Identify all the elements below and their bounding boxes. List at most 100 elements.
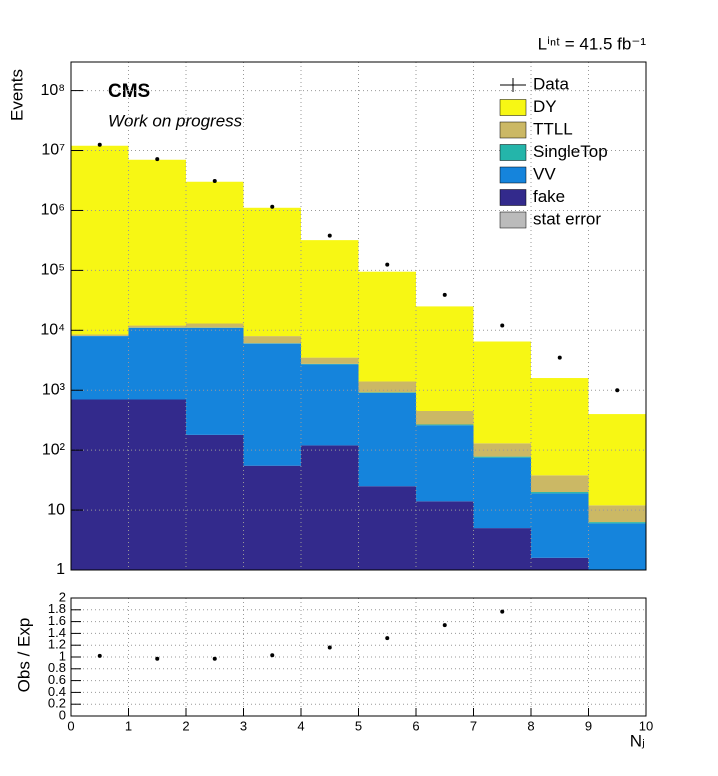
x-tick-label: 5	[355, 718, 362, 733]
bar-segment	[186, 434, 244, 570]
data-point	[500, 323, 505, 328]
bar-segment	[71, 334, 129, 336]
y-tick-label: 1	[56, 561, 65, 578]
bar-segment	[473, 341, 531, 444]
work-label: Work on progress	[108, 111, 243, 130]
x-tick-label: 6	[412, 718, 419, 733]
bar-segment	[416, 425, 474, 502]
legend-label: TTLL	[533, 119, 573, 138]
y-tick-label: 0	[59, 707, 66, 722]
legend-label: VV	[533, 164, 556, 183]
bar-segment	[243, 343, 301, 466]
legend-key	[499, 121, 527, 139]
data-point	[442, 292, 447, 297]
bar-segment	[531, 492, 589, 494]
y-tick-label: 1.8	[48, 601, 66, 616]
bar-segment	[473, 443, 531, 457]
y-tick-label: 1.2	[48, 637, 66, 652]
bar-segment	[71, 336, 129, 400]
bar-segment	[588, 522, 646, 524]
bar-segment	[473, 528, 531, 570]
x-axis-label: Nⱼ	[630, 731, 645, 750]
bar-segment	[531, 493, 589, 558]
bar-segment	[358, 392, 416, 393]
bar-segment	[243, 465, 301, 570]
bar-segment	[71, 399, 129, 570]
bar-segment	[301, 364, 359, 446]
y-tick-label: 0.2	[48, 696, 66, 711]
data-point	[615, 388, 620, 393]
bar-segment	[186, 323, 244, 328]
bar-segment	[128, 327, 186, 400]
bar-segment	[301, 240, 359, 358]
y-tick-label: 2	[59, 589, 66, 604]
x-tick-label: 7	[470, 718, 477, 733]
legend-label: stat error	[533, 209, 601, 228]
bar-segment	[588, 414, 646, 506]
y-tick-label: 10⁷	[41, 142, 65, 159]
y-tick-label: 1	[59, 648, 66, 663]
ratio-point	[97, 653, 102, 658]
y-tick-label: 10⁸	[40, 82, 65, 99]
ratio-point	[212, 656, 217, 661]
ratio-point	[385, 636, 390, 641]
bar-segment	[416, 411, 474, 425]
bar-segment	[473, 456, 531, 458]
bar-segment	[128, 159, 186, 326]
data-point	[270, 204, 275, 209]
bar-segment	[186, 181, 244, 324]
ratio-point	[327, 645, 332, 650]
data-point	[97, 142, 102, 147]
bar-segment	[531, 557, 589, 570]
x-tick-label: 9	[585, 718, 592, 733]
y-tick-label: 0.4	[48, 684, 66, 699]
bar-segment	[531, 475, 589, 493]
legend-key	[499, 99, 527, 116]
luminosity: Lⁱⁿᵗ = 41.5 fb⁻¹	[538, 34, 647, 53]
y-tick-label: 10	[47, 501, 65, 518]
bar-segment	[186, 327, 244, 435]
data-point	[212, 178, 217, 183]
bar-segment	[128, 325, 186, 328]
y-tick-label: 10²	[42, 441, 66, 458]
x-tick-label: 1	[125, 718, 132, 733]
x-tick-label: 10	[639, 718, 653, 733]
bar-segment	[358, 271, 416, 382]
bar-segment	[588, 505, 646, 523]
y-tick-label: 10³	[42, 381, 66, 398]
y-tick-label: 0.6	[48, 672, 66, 687]
bar-segment	[416, 306, 474, 412]
data-point	[327, 233, 332, 238]
bar-segment	[301, 357, 359, 364]
bar-segment	[416, 501, 474, 570]
legend-label: SingleTop	[533, 142, 608, 161]
cms-label: CMS	[108, 81, 150, 102]
data-point	[155, 157, 160, 162]
y-tick-label: 1.4	[48, 625, 66, 640]
y-tick-label: 10⁶	[41, 202, 65, 219]
y-tick-label: 1.6	[48, 613, 66, 628]
bar-segment	[588, 523, 646, 570]
bar-segment	[416, 424, 474, 426]
legend-key	[499, 166, 527, 184]
data-point	[385, 262, 390, 267]
legend-label: Data	[533, 74, 569, 93]
ratio-point	[442, 623, 447, 628]
x-tick-label: 8	[527, 718, 534, 733]
y-tick-label: 10⁴	[40, 322, 65, 339]
bar-segment	[358, 392, 416, 487]
bar-segment	[243, 207, 301, 337]
bar-segment	[301, 445, 359, 570]
data-point	[557, 355, 562, 360]
y-tick-label: 10⁵	[41, 262, 65, 279]
x-tick-label: 0	[67, 718, 74, 733]
legend-label: DY	[533, 97, 557, 116]
legend-label: fake	[533, 187, 565, 206]
bar-segment	[128, 399, 186, 570]
x-tick-label: 2	[182, 718, 189, 733]
bar-segment	[358, 381, 416, 393]
bar-segment	[358, 486, 416, 570]
frame	[70, 597, 647, 717]
legend-key	[499, 144, 527, 161]
